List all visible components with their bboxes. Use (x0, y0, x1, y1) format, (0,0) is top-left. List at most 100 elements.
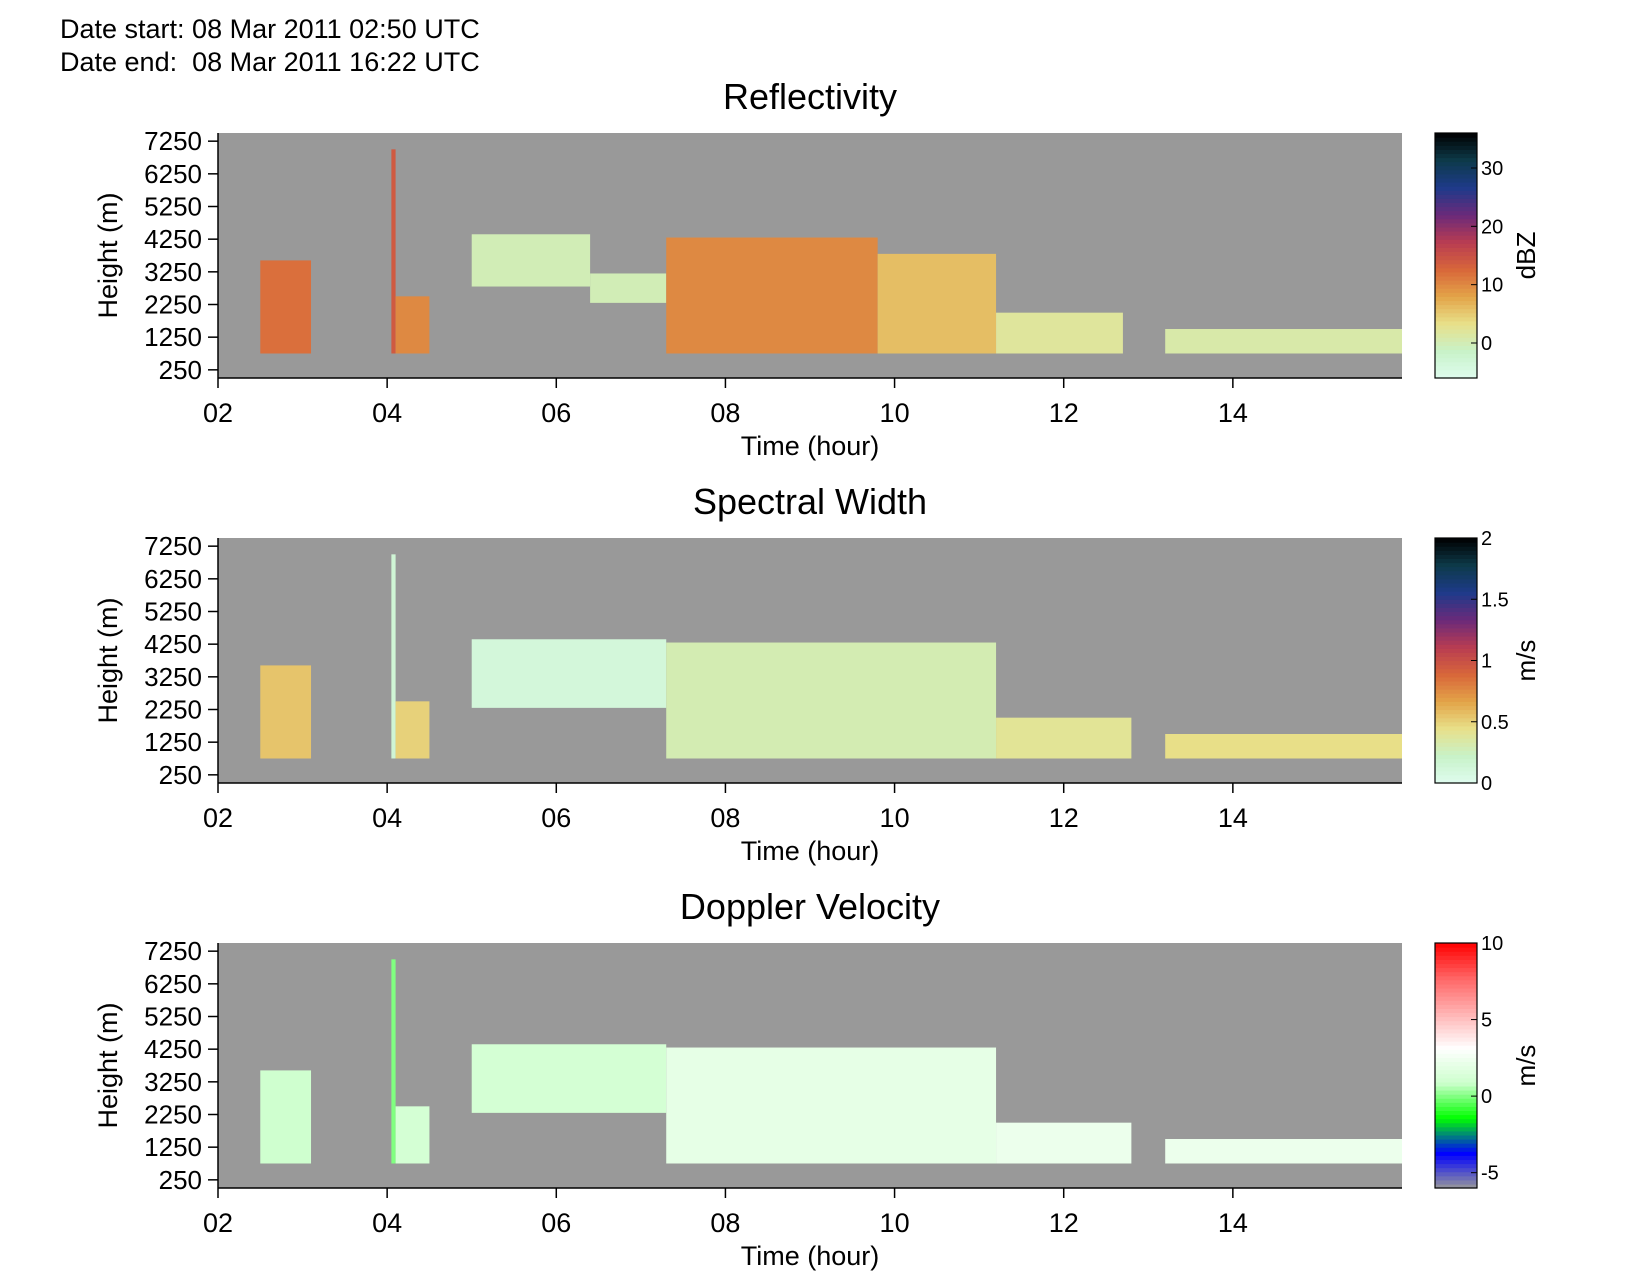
colorbar-segment (1435, 226, 1477, 232)
colorbar-segment (1435, 595, 1477, 600)
colorbar-segment (1435, 1077, 1477, 1083)
colorbar-segment (1435, 607, 1477, 613)
colorbar-segment (1435, 538, 1477, 543)
colorbar-segment (1435, 1106, 1477, 1112)
colorbar-segment (1435, 214, 1477, 220)
colorbar-segment (1435, 239, 1477, 244)
y-tick-label: 5250 (144, 1002, 202, 1032)
colorbar-segment (1435, 1122, 1477, 1128)
colorbar-segment (1435, 1061, 1477, 1067)
y-tick-label: 4250 (144, 629, 202, 659)
colorbar-segment (1435, 182, 1477, 187)
colorbar-segment (1435, 235, 1477, 240)
colorbar-segment (1435, 664, 1477, 670)
colorbar-segment (1435, 308, 1477, 314)
colorbar-segment (1435, 542, 1477, 547)
colorbar-segment (1435, 190, 1477, 195)
colorbar-segment (1435, 648, 1477, 653)
colorbar-segment (1435, 1049, 1477, 1054)
x-axis-label: Time (hour) (741, 431, 880, 461)
colorbar-segment (1435, 668, 1477, 674)
heatmap-cell (877, 253, 997, 354)
colorbar-segment (1435, 1069, 1477, 1075)
colorbar-segment (1435, 979, 1477, 985)
colorbar-segment (1435, 680, 1477, 686)
colorbar-segment (1435, 1024, 1477, 1030)
colorbar-segment (1435, 373, 1477, 379)
colorbar-segment (1435, 1028, 1477, 1034)
x-tick-label: 04 (372, 398, 402, 428)
colorbar-segment (1435, 296, 1477, 302)
colorbar-segment (1435, 251, 1477, 257)
colorbar-segment (1435, 644, 1477, 649)
colorbar-segment (1435, 611, 1477, 617)
colorbar-segment (1435, 738, 1477, 743)
colorbar-segment (1435, 709, 1477, 715)
colorbar-segment (1435, 1134, 1477, 1140)
colorbar-tick-label: 20 (1481, 216, 1503, 238)
colorbar-segment (1435, 1167, 1477, 1173)
panel-title: Spectral Width (693, 481, 927, 522)
y-tick-label: 250 (159, 355, 202, 385)
colorbar-segment (1435, 627, 1477, 633)
y-tick-label: 6250 (144, 969, 202, 999)
heatmap-cell (395, 701, 430, 759)
colorbar-segment (1435, 603, 1477, 609)
colorbar-segment (1435, 1110, 1477, 1116)
colorbar-segment (1435, 1065, 1477, 1071)
colorbar-segment (1435, 218, 1477, 224)
colorbar-segment (1435, 1139, 1477, 1144)
colorbar-segment (1435, 1032, 1477, 1038)
colorbar-segment (1435, 562, 1477, 568)
colorbar-segment (1435, 320, 1477, 326)
y-tick-label: 4250 (144, 224, 202, 254)
colorbar-segment (1435, 591, 1477, 596)
y-tick-label: 7250 (144, 936, 202, 966)
date-end-label: Date end: 08 Mar 2011 16:22 UTC (60, 47, 480, 77)
colorbar-segment (1435, 967, 1477, 973)
colorbar-segment (1435, 1041, 1477, 1046)
colorbar-tick-label: 1 (1481, 651, 1492, 673)
date-start-label: Date start: 08 Mar 2011 02:50 UTC (60, 14, 480, 44)
colorbar-segment (1435, 943, 1477, 948)
colorbar-segment (1435, 275, 1477, 281)
y-axis-label: Height (m) (93, 597, 123, 723)
x-axis-label: Time (hour) (741, 1241, 880, 1271)
heatmap-cell (1165, 329, 1402, 354)
heatmap-cell (666, 237, 878, 354)
x-tick-label: 12 (1049, 1208, 1079, 1238)
colorbar-segment (1435, 324, 1477, 330)
colorbar-tick-label: 0 (1481, 773, 1492, 795)
colorbar-segment (1435, 652, 1477, 658)
colorbar-segment (1435, 623, 1477, 629)
y-tick-label: 5250 (144, 597, 202, 627)
colorbar-segment (1435, 141, 1477, 146)
colorbar-segment (1435, 165, 1477, 171)
x-tick-label: 06 (541, 398, 571, 428)
colorbar-segment (1435, 566, 1477, 572)
colorbar-segment (1435, 169, 1477, 175)
y-axis-label: Height (m) (93, 1002, 123, 1128)
x-tick-label: 14 (1218, 803, 1248, 833)
colorbar-segment (1435, 267, 1477, 273)
colorbar-segment (1435, 963, 1477, 969)
x-tick-label: 02 (203, 803, 233, 833)
colorbar-segment (1435, 292, 1477, 297)
colorbar-segment (1435, 357, 1477, 363)
colorbar-segment (1435, 337, 1477, 342)
y-tick-label: 5250 (144, 192, 202, 222)
colorbar-segment (1435, 656, 1477, 662)
colorbar-segment (1435, 1102, 1477, 1107)
colorbar-segment (1435, 947, 1477, 952)
x-tick-label: 02 (203, 1208, 233, 1238)
heatmap-cell (996, 312, 1123, 354)
colorbar-segment (1435, 1094, 1477, 1099)
colorbar-segment (1435, 1057, 1477, 1063)
colorbar-tick-label: -5 (1481, 1163, 1499, 1185)
colorbar-segment (1435, 1175, 1477, 1181)
y-tick-label: 250 (159, 760, 202, 790)
colorbar-segment (1435, 157, 1477, 163)
x-tick-label: 10 (880, 1208, 910, 1238)
colorbar-segment (1435, 198, 1477, 204)
